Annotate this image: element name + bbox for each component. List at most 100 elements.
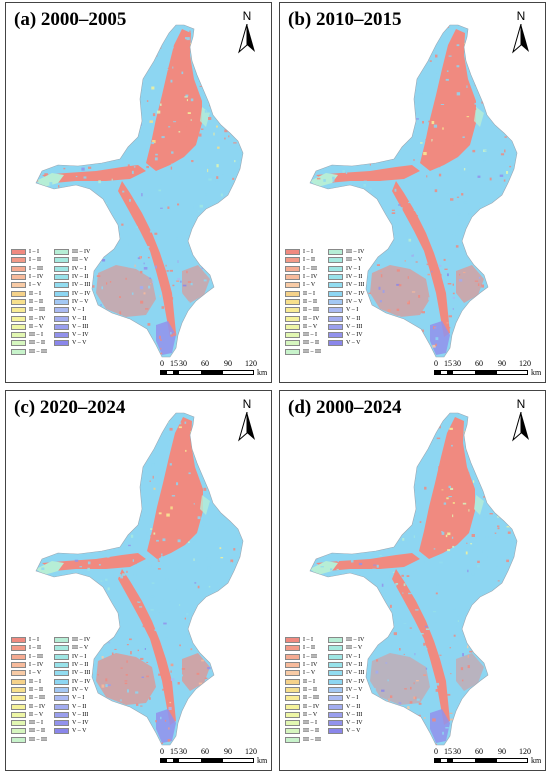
- north-arrow-icon: N: [509, 397, 533, 443]
- legend-item: V – III: [328, 711, 365, 719]
- legend-swatch: [285, 282, 300, 289]
- legend-item: I – II: [11, 644, 47, 652]
- legend-swatch: [11, 703, 26, 710]
- scale-tick-label: 120: [519, 747, 531, 756]
- legend-swatch: [54, 274, 69, 281]
- legend-item: I – IV: [285, 273, 321, 281]
- scale-tick-label: 15: [170, 359, 178, 368]
- legend-swatch: [285, 340, 300, 347]
- legend-item: V – IV: [54, 331, 91, 339]
- legend-swatch: [328, 686, 343, 693]
- legend-swatch: [285, 695, 300, 702]
- legend-label: III – V: [346, 645, 363, 652]
- legend-swatch: [285, 348, 300, 355]
- legend-label: I – III: [29, 265, 43, 272]
- legend-item: I – II: [285, 256, 321, 264]
- legend-label: II – III: [29, 307, 45, 314]
- legend-label: III – III: [29, 348, 47, 355]
- legend-label: II – II: [303, 686, 317, 693]
- legend-swatch: [11, 695, 26, 702]
- north-low-zone: [147, 417, 203, 559]
- legend-item: IV – III: [328, 281, 365, 289]
- legend-item: IV – V: [54, 686, 91, 694]
- north-arrow-icon: N: [235, 397, 259, 443]
- legend-label: V – III: [72, 323, 89, 330]
- legend-label: II – I: [29, 678, 41, 685]
- legend-item: III – II: [285, 727, 321, 735]
- legend-label: IV – II: [72, 662, 89, 669]
- legend-label: V – IV: [346, 332, 363, 339]
- legend-label: II – I: [29, 290, 41, 297]
- legend-swatch: [11, 720, 26, 727]
- legend-item: III – II: [11, 339, 47, 347]
- legend-label: V – I: [72, 307, 85, 314]
- legend-swatch: [54, 695, 69, 702]
- legend-label: I – V: [29, 670, 42, 677]
- north-label: N: [242, 9, 252, 23]
- legend-label: III – V: [72, 645, 89, 652]
- legend-swatch: [328, 290, 343, 297]
- legend-item: I – I: [11, 248, 47, 256]
- scale-tick-label: 15: [444, 747, 452, 756]
- panel-title-b: (b) 2010–2015: [288, 9, 402, 30]
- legend-swatch: [328, 274, 343, 281]
- legend-label: V – V: [346, 340, 361, 347]
- scale-tick-label: 0: [434, 359, 438, 368]
- legend-label: I – III: [29, 653, 43, 660]
- legend-swatch: [54, 686, 69, 693]
- legend-swatch: [285, 298, 300, 305]
- legend-swatch: [328, 695, 343, 702]
- legend-item: IV – IV: [328, 677, 365, 685]
- legend-swatch: [285, 670, 300, 677]
- legend-label: V – II: [346, 703, 361, 710]
- legend-swatch: [285, 736, 300, 743]
- legend-swatch: [285, 637, 300, 644]
- legend-label: II – II: [303, 298, 317, 305]
- legend-label: IV – III: [72, 670, 91, 677]
- scale-tick-label: 120: [245, 359, 257, 368]
- legend-item: IV – III: [54, 281, 91, 289]
- scale-tick-label: 15: [444, 359, 452, 368]
- legend-label: IV – V: [346, 298, 363, 305]
- legend-item: V – III: [54, 323, 91, 331]
- region-map-d: [309, 412, 518, 746]
- legend-label: I – II: [29, 645, 41, 652]
- legend-swatch: [328, 645, 343, 652]
- north-low-zone: [419, 417, 475, 559]
- scale-tick-label: 30: [179, 359, 187, 368]
- legend-item: III – II: [11, 727, 47, 735]
- legend-label: III – I: [29, 720, 43, 727]
- legend-item: II – I: [11, 677, 47, 685]
- legend-swatch: [285, 249, 300, 256]
- legend-label: V – I: [72, 695, 85, 702]
- legend-swatch: [11, 670, 26, 677]
- legend-label: III – II: [303, 340, 319, 347]
- legend-swatch: [54, 315, 69, 322]
- legend-swatch: [328, 637, 343, 644]
- legend-item: IV – III: [54, 669, 91, 677]
- legend-label: I – II: [303, 645, 315, 652]
- legend-swatch: [54, 678, 69, 685]
- scale-bar-graphic: [434, 758, 528, 763]
- legend-item: I – I: [11, 636, 47, 644]
- legend-label: II – IV: [29, 315, 46, 322]
- legend-swatch: [11, 653, 26, 660]
- legend-swatch: [285, 678, 300, 685]
- legend-label: V – IV: [72, 332, 89, 339]
- legend-label: V – II: [72, 703, 87, 710]
- legend-label: III – IV: [72, 249, 91, 256]
- legend-label: V – III: [346, 711, 363, 718]
- region-map-a: [35, 24, 244, 358]
- legend-label: III – V: [346, 257, 363, 264]
- legend-item: II – V: [285, 711, 321, 719]
- legend-item: IV – I: [54, 265, 91, 273]
- legend-item: II – III: [11, 694, 47, 702]
- legend-item: IV – II: [54, 273, 91, 281]
- legend-item: III – III: [285, 348, 321, 356]
- north-arrow-icon: N: [235, 9, 259, 55]
- legend-label: II – IV: [303, 315, 320, 322]
- legend-item: IV – III: [328, 669, 365, 677]
- legend-label: II – II: [29, 686, 43, 693]
